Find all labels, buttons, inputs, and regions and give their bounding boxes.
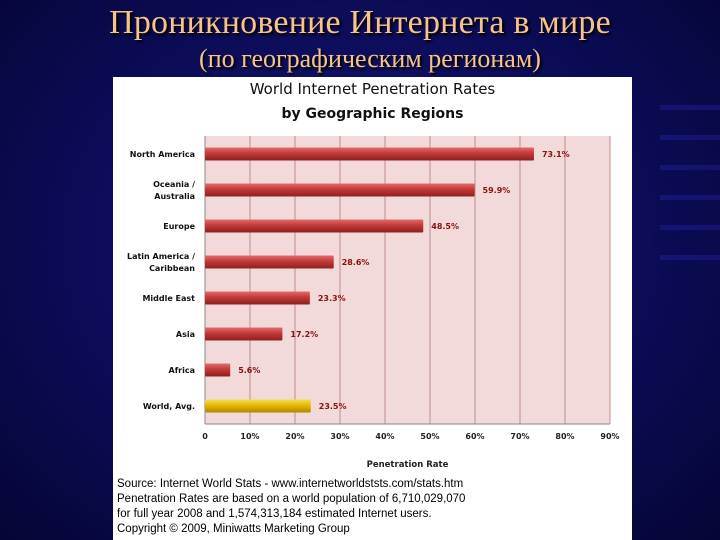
x-tick-label: 10% [240,432,259,441]
x-tick-label: 20% [285,432,304,441]
bar [205,255,334,269]
category-label-line: Caribbean [149,264,195,273]
bar-value-label: 28.6% [342,258,370,267]
bar [205,327,283,341]
slide-subtitle: (по географическим регионам) [199,44,541,73]
bar-value-label: 17.2% [290,330,318,339]
bar [205,147,534,161]
x-tick-label: 30% [330,432,349,441]
x-axis-title: Penetration Rate [367,460,449,470]
source-line: Copyright © 2009, Miniwatts Marketing Gr… [117,523,350,535]
x-tick-label: 50% [420,432,439,441]
chart-card: World Internet Penetration Rates by Geog… [113,77,632,540]
x-tick-label: 80% [555,432,574,441]
chart-title: World Internet Penetration Rates [249,80,496,98]
category-label: Asia [176,330,195,339]
bar-value-label: 73.1% [542,150,570,159]
bar [205,291,310,305]
category-label: Latin America / Caribbean [127,252,195,273]
category-label: Middle East [142,294,195,303]
bar [205,219,424,233]
bar-value-label: 5.6% [238,366,260,375]
category-label-line: Australia [154,192,195,201]
plot-area [205,136,610,424]
x-tick-label: 60% [465,432,484,441]
category-label-line: World, Avg. [143,402,195,411]
bar [205,399,311,413]
bar-value-label: 23.3% [318,294,346,303]
category-label: Africa [169,366,196,375]
bar [205,363,231,377]
category-label-line: North America [130,150,195,159]
slide-title: Проникновение Интернета в мире [109,4,611,41]
x-tick-label: 40% [375,432,394,441]
source-line: Source: Internet World Stats - www.inter… [117,478,464,490]
category-label: North America [130,150,195,159]
x-tick-label: 0 [202,432,208,441]
x-tick-label: 70% [510,432,529,441]
category-label-line: Africa [169,366,196,375]
source-line: Penetration Rates are based on a world p… [117,493,466,505]
source-note: Source: Internet World Stats - www.inter… [117,477,627,537]
category-label: Oceania / Australia [153,180,195,201]
chart-subtitle: by Geographic Regions [281,106,464,122]
category-label-line: Asia [176,330,195,339]
x-tick-label: 90% [600,432,619,441]
category-label-line: Oceania / [153,180,195,189]
category-label-line: Latin America / [127,252,195,261]
bar-value-label: 48.5% [431,222,459,231]
category-label: World, Avg. [143,402,195,411]
bar-value-label: 23.5% [319,402,347,411]
bar-chart: 0 10% 20% 30% 40% 50% 60% 70% 80% 90% Penetration … [127,136,620,470]
category-label-line: Europe [163,222,195,231]
category-label: Europe [163,222,195,231]
category-label-line: Middle East [142,294,195,303]
bar [205,183,475,197]
bar-value-label: 59.9% [483,186,511,195]
source-line: for full year 2008 and 1,574,313,184 est… [117,508,432,520]
